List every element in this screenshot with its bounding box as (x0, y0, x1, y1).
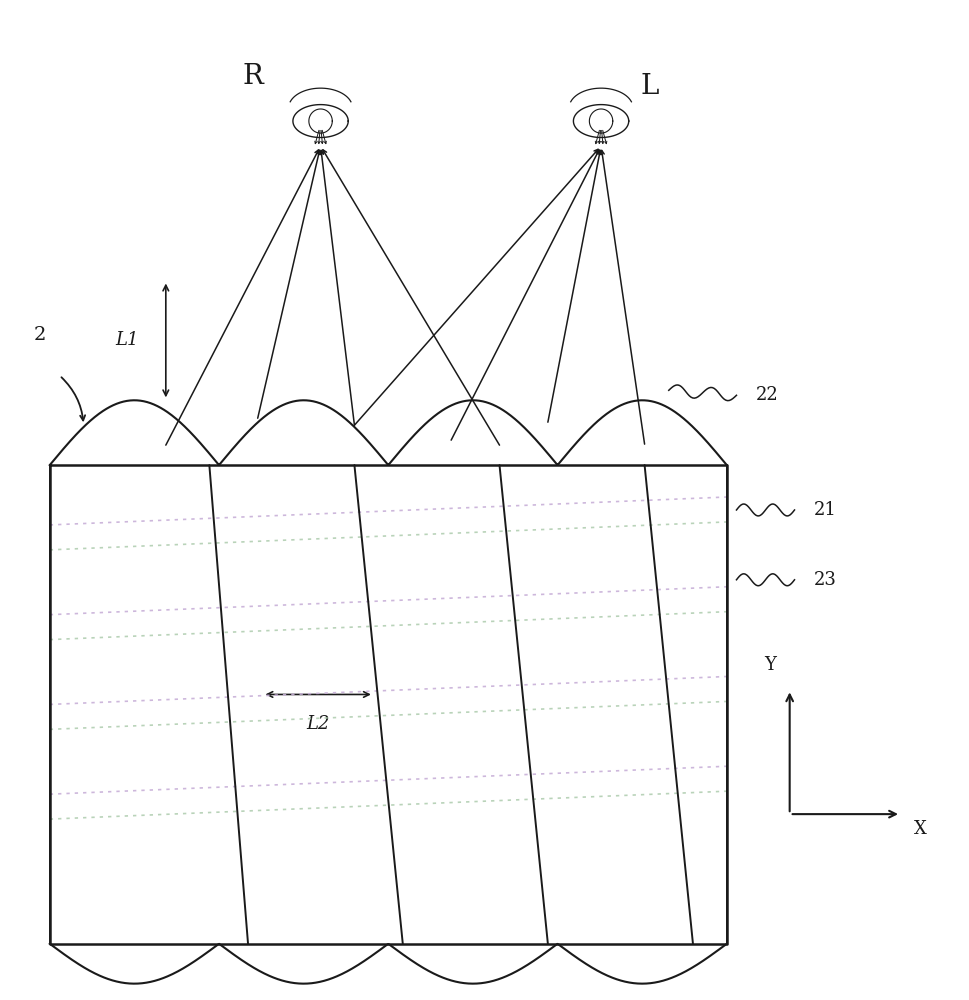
Text: 2: 2 (34, 326, 47, 344)
Text: R: R (242, 63, 263, 90)
Text: 22: 22 (755, 386, 778, 404)
Text: 21: 21 (813, 501, 836, 519)
Text: 23: 23 (813, 571, 836, 589)
Text: L2: L2 (306, 715, 329, 733)
Text: Y: Y (764, 656, 775, 674)
Text: L1: L1 (115, 331, 139, 349)
Text: X: X (913, 820, 925, 838)
Text: L: L (640, 73, 658, 100)
